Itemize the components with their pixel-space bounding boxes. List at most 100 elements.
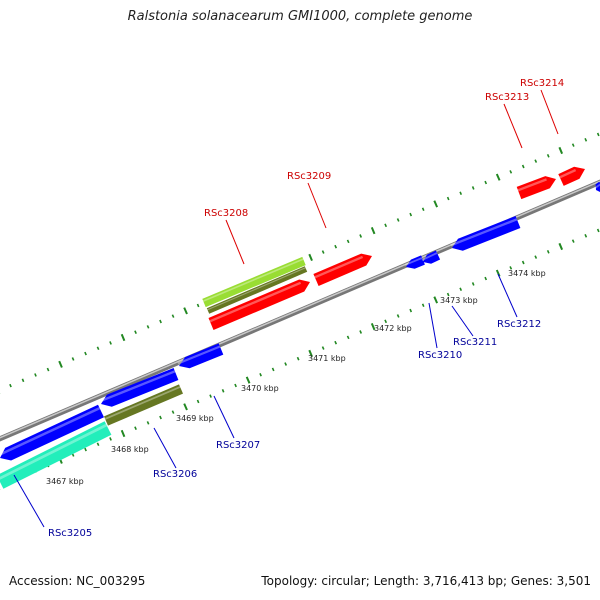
outer-minor-tick (46, 367, 50, 372)
feature-track (0, 166, 600, 489)
inner-minor-tick (271, 367, 275, 372)
leader-line-RSc3212 (497, 273, 518, 318)
map-title: Ralstonia solanacearum GMI1000, complete… (127, 9, 473, 24)
inner-minor-tick (346, 335, 350, 340)
inner-minor-tick (221, 389, 225, 393)
gene-arrow-RSc3206-shine (99, 370, 176, 403)
inner-minor-tick (446, 292, 450, 297)
highlight-band-lower-dark-shine (104, 386, 181, 420)
highlight-band-cyan-shine (0, 423, 108, 480)
outer-minor-tick (134, 330, 137, 335)
gene-label-RSc3210[interactable]: RSc3210 (418, 350, 462, 361)
inner-minor-tick (459, 287, 463, 292)
inner-major-tick (558, 242, 564, 251)
gene-arrow-RSc3210-shine (404, 257, 423, 266)
outer-minor-tick (321, 250, 325, 254)
outer-minor-tick (34, 373, 37, 377)
scale-label: 3471 kbp (308, 354, 346, 363)
label-layer: 3467 kbp 3468 kbp 3469 kbp 3470 kbp 3471 kbp… (13, 78, 564, 539)
gene-arrow-RSc3210 (406, 255, 425, 269)
outer-major-tick (58, 360, 63, 368)
outer-minor-tick (471, 186, 475, 190)
outer-major-tick (495, 173, 501, 181)
gene-label-RSc3207[interactable]: RSc3207 (216, 440, 260, 451)
gene-label-RSc3209[interactable]: RSc3209 (287, 171, 331, 182)
highlight-band-upper-light-shine (202, 258, 304, 302)
inner-minor-tick (146, 421, 150, 425)
inner-minor-tick (584, 233, 588, 238)
gene-label-RSc3212[interactable]: RSc3212 (497, 319, 541, 330)
scale-label: 3468 kbp (111, 445, 149, 454)
inner-minor-tick (359, 330, 363, 334)
inner-minor-tick (471, 282, 475, 286)
gene-label-RSc3205[interactable]: RSc3205 (48, 528, 92, 539)
gene-arrow-RSc3214 (558, 166, 585, 186)
scale-label: 3470 kbp (241, 384, 279, 393)
gene-label-RSc3213[interactable]: RSc3213 (485, 92, 529, 103)
inner-minor-tick (509, 266, 513, 270)
scale-label: 3467 kbp (46, 477, 84, 486)
outer-minor-tick (459, 191, 463, 196)
outer-minor-tick (484, 180, 488, 185)
leader-line-RSc3205 (13, 474, 45, 528)
inner-major-tick (245, 376, 251, 384)
gene-arrow-RSc3207 (179, 343, 224, 369)
inner-minor-tick (84, 447, 87, 452)
outer-major-tick (120, 333, 126, 342)
inner-minor-tick (546, 249, 550, 254)
inner-major-tick (120, 429, 126, 438)
gene-label-RSc3206[interactable]: RSc3206 (153, 469, 197, 480)
outer-minor-tick (596, 132, 600, 137)
outer-minor-tick (109, 341, 112, 345)
outer-minor-tick (446, 196, 450, 201)
inner-minor-tick (159, 415, 162, 420)
outer-minor-tick (396, 218, 400, 222)
outer-minor-tick (71, 357, 75, 361)
inner-major-tick (433, 296, 439, 304)
gene-arrow-RSc3207-shine (177, 345, 221, 365)
gene-arrow-RSc3209 (313, 253, 372, 286)
inner-minor-tick (134, 426, 137, 431)
outer-major-tick (433, 200, 439, 208)
gene-label-RSc3214[interactable]: RSc3214 (520, 78, 564, 89)
scale-label: 3469 kbp (176, 414, 214, 423)
leader-line-RSc3206 (153, 427, 177, 469)
outer-minor-tick (21, 378, 25, 383)
inner-minor-tick (296, 356, 300, 361)
inner-major-tick (308, 349, 313, 357)
outer-minor-tick (421, 207, 425, 212)
gene-arrow-RSc3211-shine (421, 252, 438, 261)
leader-line-RSc3214 (540, 89, 559, 135)
inner-major-tick (370, 323, 376, 331)
gene-arrow-RSc3205 (0, 404, 104, 461)
gene-arrow-RSc3205-shine (0, 406, 101, 456)
highlight-band-upper-dark-shine (207, 267, 306, 311)
outer-minor-tick (159, 319, 162, 324)
gene-arrow-offscreen (595, 181, 600, 192)
accession-text: Accession: NC_003295 (9, 574, 146, 588)
inner-major-tick (183, 403, 188, 411)
inner-minor-tick (96, 442, 100, 447)
gene-arrow-RSc3213 (516, 176, 556, 200)
gene-label-RSc3211[interactable]: RSc3211 (453, 337, 497, 348)
outer-minor-tick (546, 153, 550, 158)
outer-minor-tick (584, 137, 588, 142)
inner-minor-tick (521, 260, 525, 265)
outer-minor-tick (334, 244, 338, 249)
scale-label: 3473 kbp (440, 296, 478, 305)
outer-major-tick (558, 146, 564, 155)
scale-label: 3472 kbp (374, 324, 412, 333)
outer-minor-tick (9, 383, 12, 388)
inner-minor-tick (234, 383, 237, 388)
highlight-band-cyan (0, 421, 112, 489)
outer-major-tick (370, 227, 376, 235)
gene-arrow-RSc3208 (208, 279, 310, 330)
inner-minor-tick (209, 394, 212, 398)
leader-line-RSc3209 (307, 182, 327, 229)
inner-minor-tick (396, 314, 400, 318)
backbone-axis (0, 179, 600, 442)
highlight-band-upper-dark (206, 266, 308, 314)
inner-minor-tick (384, 319, 388, 324)
leader-line-RSc3207 (213, 395, 235, 439)
gene-label-RSc3208[interactable]: RSc3208 (204, 208, 248, 219)
